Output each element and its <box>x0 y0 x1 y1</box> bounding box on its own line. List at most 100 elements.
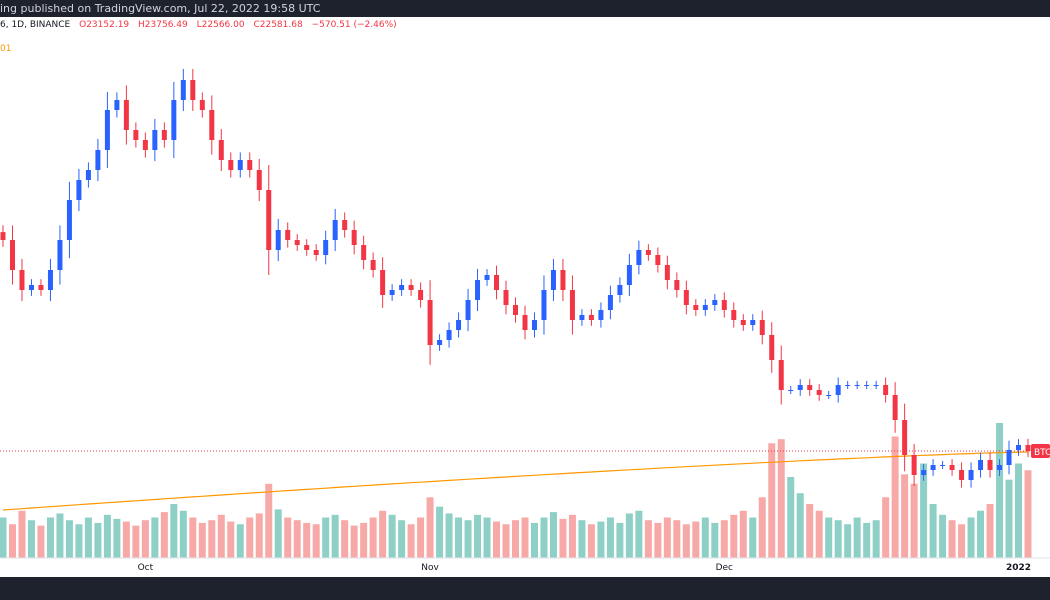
candle-body <box>959 469 965 480</box>
candle-body <box>750 319 756 325</box>
candle-body <box>0 232 6 241</box>
volume-bar <box>122 521 130 558</box>
candle-body <box>864 384 870 386</box>
volume-bar <box>436 506 444 558</box>
volume-bar <box>113 518 121 558</box>
volume-bar <box>312 524 320 558</box>
candle-body <box>987 459 993 470</box>
volume-bar <box>445 513 453 558</box>
candle-body <box>237 159 243 170</box>
candle-body <box>361 244 367 260</box>
candle-body <box>1006 449 1012 465</box>
candle-body <box>826 394 832 396</box>
volume-bar <box>540 517 548 558</box>
candle-body <box>712 299 718 305</box>
volume-bar <box>939 514 947 558</box>
volume-bar <box>530 522 538 558</box>
candle-body <box>399 284 405 290</box>
candle-body <box>304 244 310 250</box>
candle-body <box>171 99 177 140</box>
volume-bar <box>777 439 785 558</box>
candle-body <box>674 279 680 290</box>
candle-body <box>579 314 585 320</box>
candle-body <box>522 314 528 330</box>
volume-bar <box>673 520 681 558</box>
volume-bar <box>46 517 54 558</box>
volume-bar <box>996 423 1004 558</box>
candle-body <box>332 219 338 240</box>
candle-body <box>114 99 120 110</box>
volume-bar <box>730 514 738 558</box>
volume-bar <box>587 524 595 558</box>
candle-body <box>513 304 518 315</box>
candle-body <box>351 229 357 245</box>
publish-banner: ing published on TradingView.com, Jul 22… <box>0 0 1050 17</box>
candle-body <box>636 249 642 265</box>
ohlc-legend: 6, 1D, BINANCE O23152.19 H23756.49 L2256… <box>0 20 397 30</box>
candle-body <box>588 314 594 320</box>
volume-bar <box>701 517 709 558</box>
candle-body <box>446 329 452 340</box>
volume-bar <box>644 520 652 558</box>
volume-bar <box>872 520 880 558</box>
open-value: O23152.19 <box>79 20 130 30</box>
candle-body <box>1016 444 1022 450</box>
volume-bar <box>303 522 311 558</box>
volume-bar <box>654 522 662 558</box>
candle-body <box>313 249 319 255</box>
volume-bar <box>796 493 804 558</box>
volume-bar <box>426 497 434 558</box>
candle-body <box>370 259 376 270</box>
volume-bar <box>246 517 254 558</box>
candle-body <box>569 289 575 320</box>
candle-body <box>85 169 91 180</box>
candle-body <box>626 264 632 285</box>
candle-body <box>389 289 395 295</box>
candle-body <box>560 269 566 290</box>
volume-bar <box>910 483 918 558</box>
candle-body <box>484 274 490 280</box>
volume-bar <box>815 510 823 558</box>
candle-body <box>797 384 803 390</box>
volume-bar <box>720 520 728 558</box>
candle-body <box>323 239 329 255</box>
candle-body <box>228 159 234 170</box>
candle-body <box>418 289 424 300</box>
volume-bar <box>977 510 985 558</box>
volume-bar <box>1024 470 1032 558</box>
volume-bar <box>787 477 795 558</box>
candle-body <box>693 304 699 310</box>
candle-body <box>598 309 604 320</box>
candle-body <box>892 394 898 420</box>
volume-bar <box>549 512 557 558</box>
volume-bar <box>825 517 833 558</box>
volume-bar <box>891 436 899 558</box>
volume-bar <box>483 517 491 558</box>
candle-body <box>9 240 15 270</box>
volume-bar <box>27 520 35 558</box>
volume-bar <box>398 520 406 558</box>
volume-bar <box>521 517 529 558</box>
volume-bar <box>379 510 387 558</box>
candle-body <box>731 309 737 320</box>
volume-bar <box>493 521 501 558</box>
volume-bar <box>265 483 273 558</box>
candle-body <box>503 289 509 305</box>
symbol-text: 6, 1D, BINANCE <box>0 20 71 30</box>
volume-bar <box>94 522 102 558</box>
volume-bar <box>369 517 377 558</box>
candle-body <box>835 384 841 395</box>
high-value: H23756.49 <box>138 20 188 30</box>
volume-bar <box>151 517 159 558</box>
candle-body <box>465 299 471 320</box>
candle-body <box>930 464 936 470</box>
volume-bar <box>616 522 624 558</box>
volume-bar <box>132 525 140 558</box>
volume-bar <box>986 504 994 558</box>
volume-bar <box>768 443 776 558</box>
candle-body <box>256 169 262 190</box>
candle-body <box>721 299 727 310</box>
candle-body <box>816 389 822 395</box>
candle-body <box>655 254 661 265</box>
